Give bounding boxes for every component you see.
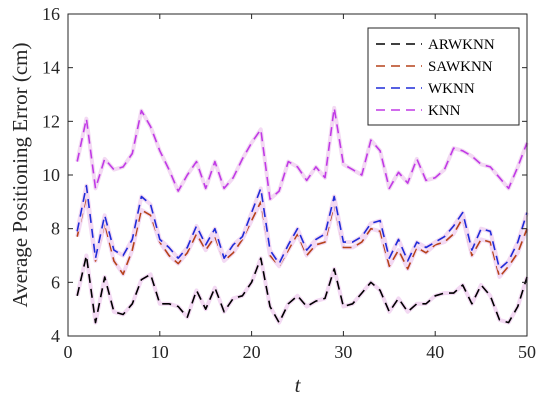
series-knn-line bbox=[76, 107, 528, 200]
y-tick-label: 10 bbox=[42, 165, 60, 185]
legend-label-knn: KNN bbox=[428, 103, 461, 119]
y-axis-label: Average Positioning Error (cm) bbox=[8, 43, 32, 308]
legend: ARWKNN SAWKNN WKNN KNN bbox=[367, 27, 520, 126]
x-axis-label: t bbox=[295, 373, 302, 397]
x-tick-label: 0 bbox=[64, 342, 73, 362]
legend-label-arwknn: ARWKNN bbox=[428, 37, 495, 53]
axis-ticks: 0 10 20 30 40 50 4 6 8 10 12 14 16 bbox=[42, 4, 536, 362]
x-tick-label: 50 bbox=[518, 342, 536, 362]
series-arwknn-line bbox=[76, 254, 528, 324]
x-tick-label: 30 bbox=[334, 342, 352, 362]
y-tick-label: 4 bbox=[51, 326, 60, 346]
series-wknn-line bbox=[76, 184, 528, 270]
y-tick-label: 16 bbox=[42, 4, 60, 24]
y-tick-label: 14 bbox=[42, 58, 60, 78]
y-tick-label: 8 bbox=[51, 219, 60, 239]
y-tick-label: 6 bbox=[51, 272, 60, 292]
x-tick-label: 10 bbox=[151, 342, 169, 362]
series-arwknn-glow bbox=[75, 253, 529, 325]
legend-label-wknn: WKNN bbox=[428, 81, 475, 97]
series-sawknn-line bbox=[76, 195, 528, 278]
y-tick-label: 12 bbox=[42, 111, 60, 131]
x-tick-label: 40 bbox=[426, 342, 444, 362]
legend-label-sawknn: SAWKNN bbox=[428, 59, 493, 75]
x-tick-label: 20 bbox=[243, 342, 261, 362]
plot-area bbox=[75, 105, 529, 325]
